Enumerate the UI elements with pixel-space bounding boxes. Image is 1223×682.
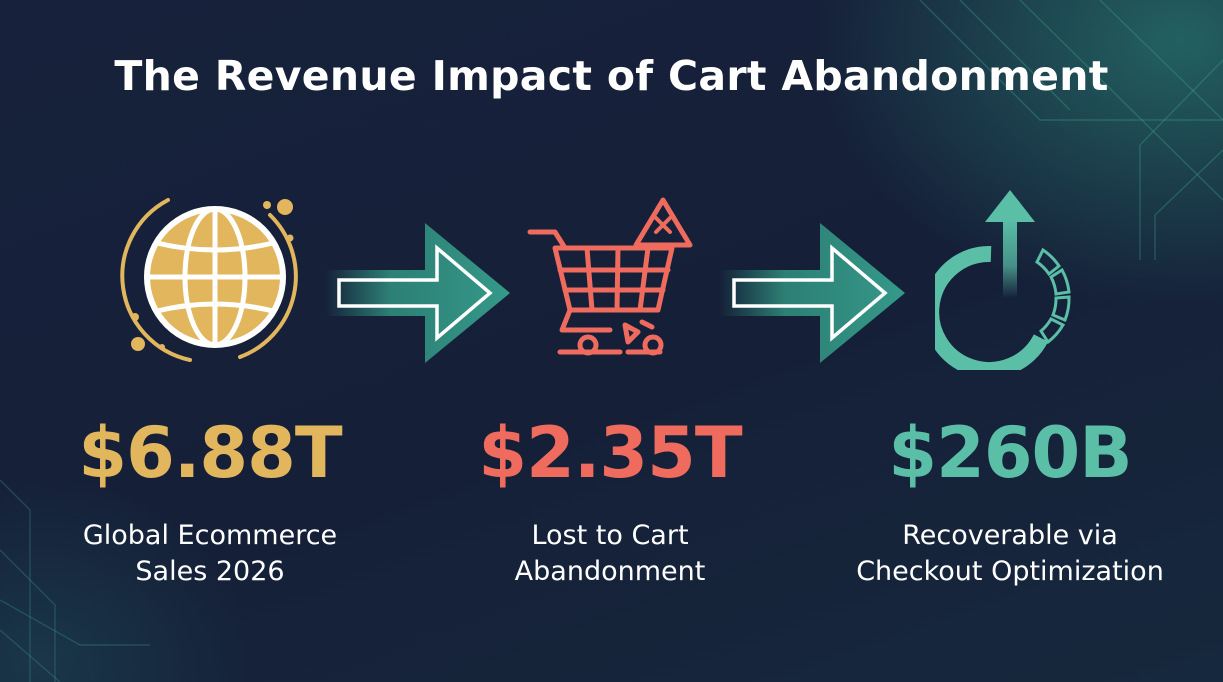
stat-label-global: Global Ecommerce Sales 2026 bbox=[20, 518, 400, 590]
right-arrow-icon bbox=[325, 223, 510, 363]
stat-label-line: Lost to Cart bbox=[531, 520, 689, 551]
stat-value-lost: $2.35T bbox=[478, 412, 742, 494]
stat-icon-lost bbox=[520, 190, 700, 370]
recovery-arrow-icon bbox=[923, 190, 1071, 378]
stat-label-line: Sales 2026 bbox=[135, 556, 285, 587]
connector-arrow-1 bbox=[325, 218, 515, 368]
stat-label-lost: Lost to Cart Abandonment bbox=[420, 518, 800, 590]
stat-label-line: Abandonment bbox=[514, 556, 706, 587]
stat-icon-recoverable bbox=[923, 180, 1085, 378]
shopping-cart-warning-icon bbox=[527, 197, 693, 356]
stat-label-line: Recoverable via bbox=[902, 520, 1118, 551]
connector-arrow-2 bbox=[720, 218, 910, 368]
stat-label-line: Checkout Optimization bbox=[856, 556, 1164, 587]
stat-label-recoverable: Recoverable via Checkout Optimization bbox=[820, 518, 1200, 590]
stat-label-line: Global Ecommerce bbox=[82, 520, 338, 551]
page-title: The Revenue Impact of Cart Abandonment bbox=[114, 52, 1109, 100]
stat-icon-global bbox=[120, 185, 310, 365]
globe-icon bbox=[120, 198, 298, 362]
right-arrow-icon bbox=[720, 223, 905, 363]
stat-value-recoverable: $260B bbox=[888, 412, 1132, 494]
stat-value-global: $6.88T bbox=[78, 412, 342, 494]
